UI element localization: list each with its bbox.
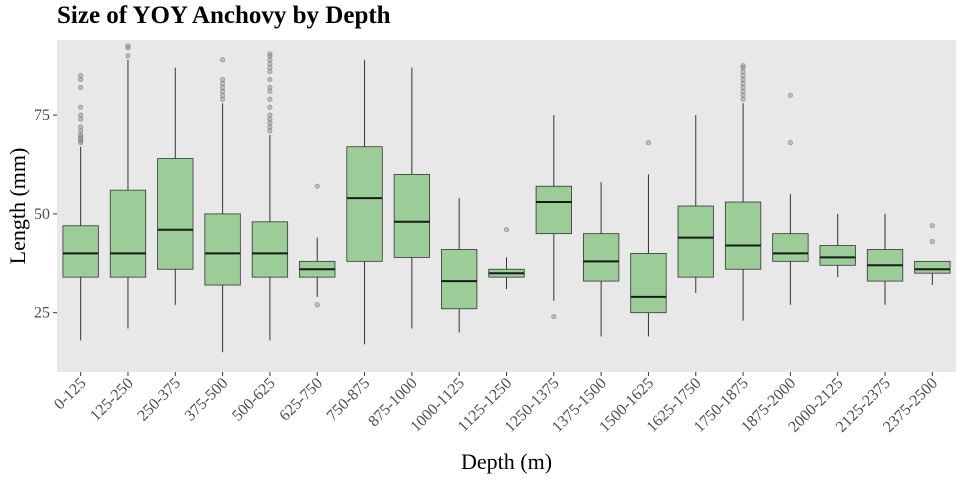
- iqr-box: [157, 158, 194, 270]
- box-0-125: [62, 73, 99, 341]
- iqr-box: [346, 146, 383, 262]
- y-tick-label: 75: [34, 107, 50, 124]
- iqr-box: [582, 233, 620, 282]
- box-1750-1875: [724, 63, 762, 321]
- outlier-point: [267, 96, 273, 102]
- x-axis-title: Depth (m): [461, 449, 552, 474]
- iqr-box: [204, 213, 241, 286]
- iqr-box: [251, 221, 289, 278]
- chart-title: Size of YOY Anchovy by Depth: [57, 2, 391, 29]
- box-500-625: [251, 51, 289, 341]
- plot-panel: [57, 40, 956, 372]
- box-1125-1250: [488, 227, 525, 289]
- box-1875-2000: [772, 92, 809, 305]
- iqr-box: [677, 205, 714, 278]
- outlier-point: [78, 73, 84, 79]
- x-tick-label: 625-750: [276, 375, 326, 425]
- y-axis: 25 50 75: [34, 107, 57, 322]
- outlier-point: [787, 92, 793, 98]
- outlier-point: [267, 51, 273, 57]
- outlier-point: [220, 57, 226, 63]
- x-axis: 0-125125-250250-375375-500500-625625-750…: [51, 372, 941, 436]
- outlier-point: [78, 124, 84, 130]
- box-625-750: [299, 183, 336, 308]
- y-tick-label: 50: [34, 206, 50, 223]
- box-125-250: [109, 43, 147, 329]
- outlier-point: [220, 77, 226, 83]
- iqr-box: [630, 253, 667, 314]
- iqr-box: [772, 233, 809, 262]
- outlier-point: [787, 140, 793, 146]
- iqr-box: [819, 245, 856, 266]
- iqr-box: [393, 173, 431, 258]
- box-2375-2500: [914, 223, 951, 286]
- outlier-point: [645, 140, 651, 146]
- outlier-point: [267, 112, 273, 118]
- outlier-point: [78, 112, 84, 118]
- outlier-point: [267, 104, 273, 110]
- iqr-box: [62, 225, 99, 278]
- box-1000-1125: [441, 198, 478, 333]
- outlier-point: [78, 104, 84, 110]
- iqr-box: [109, 189, 147, 278]
- outlier-point: [503, 227, 509, 233]
- box-1375-1500: [582, 182, 620, 337]
- outlier-point: [125, 43, 131, 49]
- box-1625-1750: [677, 115, 714, 293]
- box-375-500: [204, 57, 241, 353]
- box-750-875: [346, 59, 383, 345]
- box-1500-1625: [630, 140, 667, 337]
- box-250-375: [157, 67, 194, 305]
- outlier-point: [267, 84, 273, 90]
- outlier-point: [267, 77, 273, 83]
- x-tick-label: 375-500: [182, 375, 232, 425]
- x-tick-label: 0-125: [51, 375, 89, 413]
- y-tick-label: 25: [34, 305, 50, 322]
- x-tick-label: 250-375: [134, 375, 184, 425]
- box-series: [62, 43, 951, 353]
- iqr-box: [441, 249, 478, 310]
- outlier-point: [551, 314, 557, 320]
- x-tick-label: 500-625: [229, 375, 279, 425]
- outlier-point: [314, 183, 320, 189]
- box-2125-2375: [866, 213, 904, 305]
- box-875-1000: [393, 67, 431, 329]
- outlier-point: [740, 63, 746, 69]
- iqr-box: [724, 201, 762, 270]
- outlier-point: [78, 84, 84, 90]
- outlier-point: [314, 302, 320, 308]
- iqr-box: [914, 260, 951, 274]
- outlier-point: [929, 239, 935, 245]
- outlier-point: [125, 53, 131, 59]
- box-1250-1375: [535, 115, 572, 320]
- box-2000-2125: [819, 213, 856, 278]
- iqr-box: [535, 185, 572, 235]
- y-axis-title: Length (mm): [5, 148, 30, 265]
- x-tick-label: 125-250: [87, 375, 137, 425]
- outlier-point: [929, 223, 935, 229]
